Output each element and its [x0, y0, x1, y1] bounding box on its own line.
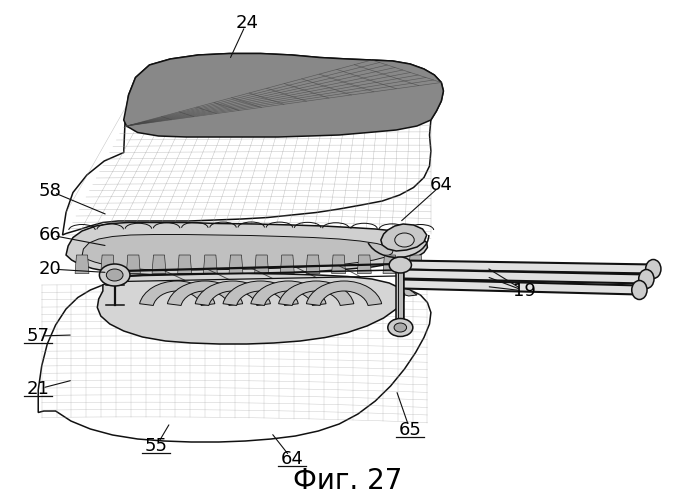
Text: 66: 66 — [39, 226, 61, 244]
Polygon shape — [152, 255, 166, 274]
Wedge shape — [279, 281, 354, 305]
Ellipse shape — [632, 280, 647, 299]
Polygon shape — [332, 255, 345, 274]
Polygon shape — [63, 54, 443, 235]
Wedge shape — [195, 281, 270, 305]
Polygon shape — [306, 255, 320, 274]
Text: 19: 19 — [514, 282, 536, 300]
Polygon shape — [82, 234, 393, 270]
Polygon shape — [103, 281, 417, 296]
Text: 64: 64 — [281, 450, 303, 468]
Wedge shape — [306, 281, 382, 305]
Wedge shape — [251, 281, 326, 305]
Polygon shape — [409, 255, 423, 274]
Text: Фиг. 27: Фиг. 27 — [293, 467, 402, 495]
Polygon shape — [126, 255, 140, 274]
Wedge shape — [223, 281, 298, 305]
Polygon shape — [38, 281, 431, 442]
Polygon shape — [97, 274, 404, 344]
Ellipse shape — [639, 270, 654, 288]
Polygon shape — [75, 255, 89, 274]
Text: 24: 24 — [235, 14, 259, 32]
Text: 58: 58 — [39, 182, 61, 200]
Ellipse shape — [646, 260, 661, 278]
Circle shape — [106, 269, 123, 281]
Wedge shape — [140, 281, 215, 305]
Circle shape — [99, 264, 130, 286]
Circle shape — [388, 318, 413, 336]
Circle shape — [394, 323, 407, 332]
Polygon shape — [383, 255, 397, 274]
Polygon shape — [178, 255, 192, 274]
Polygon shape — [101, 255, 115, 274]
Text: 65: 65 — [399, 421, 421, 439]
Polygon shape — [66, 222, 427, 275]
Polygon shape — [204, 255, 218, 274]
Polygon shape — [229, 255, 243, 274]
Circle shape — [389, 257, 411, 273]
Wedge shape — [167, 281, 243, 305]
Text: 21: 21 — [27, 380, 49, 398]
Text: 64: 64 — [430, 176, 452, 194]
Polygon shape — [254, 255, 268, 274]
Text: 55: 55 — [145, 437, 168, 455]
Polygon shape — [357, 255, 371, 274]
Circle shape — [395, 233, 414, 247]
Polygon shape — [396, 262, 404, 332]
Polygon shape — [124, 54, 443, 137]
Text: 20: 20 — [39, 260, 61, 278]
Polygon shape — [381, 224, 427, 251]
Polygon shape — [280, 255, 294, 274]
Text: 57: 57 — [26, 327, 50, 345]
